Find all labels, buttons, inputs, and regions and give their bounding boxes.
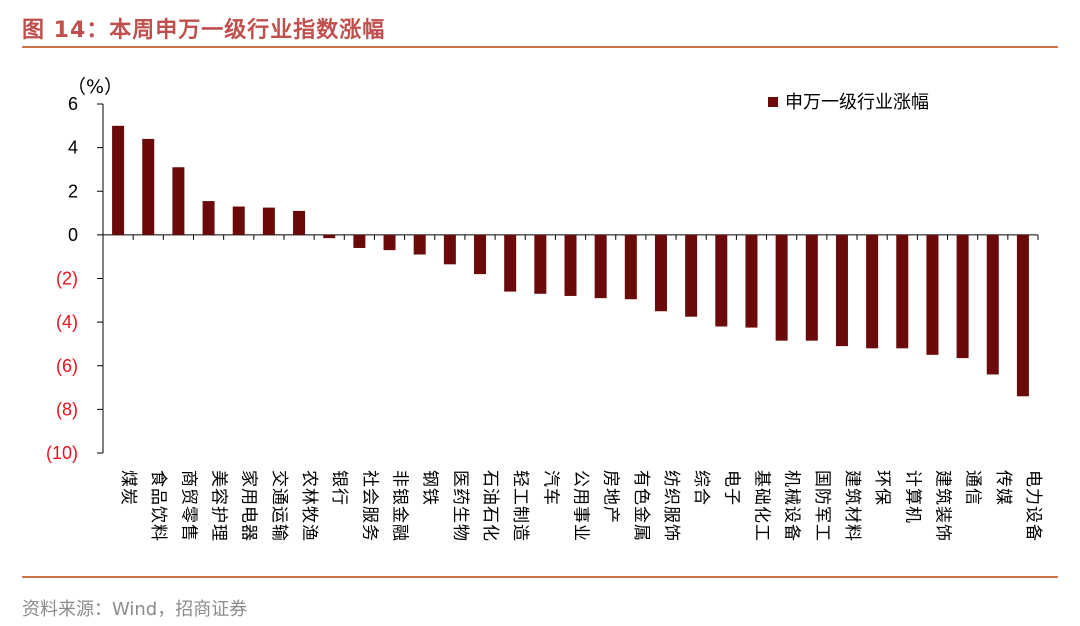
bar-建筑装饰: [926, 234, 939, 355]
x-tick-label: 机械设备: [782, 470, 802, 542]
bottom-divider: [22, 576, 1058, 578]
x-tick-label: 农林牧渔: [299, 470, 319, 542]
x-tick-label: 传媒: [993, 470, 1013, 506]
bar-轻工制造: [504, 234, 517, 292]
x-tick-label: 国防军工: [812, 470, 832, 542]
y-tick-label: (6): [56, 356, 78, 376]
y-tick-label: 4: [68, 138, 78, 158]
bar-交通运输: [262, 207, 275, 235]
legend-label: 申万一级行业涨幅: [785, 92, 929, 113]
x-tick-label: 社会服务: [359, 470, 379, 542]
x-tick-label: 建筑材料: [842, 470, 862, 542]
bar-商贸零售: [172, 167, 185, 235]
x-tick-label: 有色金属: [631, 470, 651, 542]
y-tick-label: (4): [56, 312, 78, 332]
x-tick-label: 环保: [872, 470, 892, 506]
bar-农林牧渔: [293, 210, 306, 235]
x-tick-label: 钢铁: [420, 470, 440, 506]
bar-series: [112, 125, 1029, 397]
bar-医药生物: [443, 234, 456, 265]
x-tick-label: 非银金融: [390, 470, 410, 542]
bar-通信: [956, 234, 969, 359]
bar-美容护理: [202, 201, 215, 235]
x-tick-label: 家用电器: [239, 470, 259, 542]
bar-钢铁: [413, 234, 426, 255]
bar-银行: [323, 234, 336, 239]
bar-有色金属: [624, 234, 637, 300]
x-tick-label: 房地产: [601, 470, 621, 524]
bar-chart: （%） 6 4 2 0 (2) (4) (6) (8) (10) 煤炭 食品饮料 商贸零售 美容护理家…: [46, 76, 1043, 542]
y-tick-labels: 6 4 2 0 (2) (4) (6) (8) (10): [46, 94, 78, 463]
x-tick-label: 美容护理: [209, 470, 229, 542]
y-tick-label: 6: [68, 94, 78, 114]
source-note: 资料来源：Wind，招商证券: [22, 599, 248, 620]
x-tick-label: 汽车: [540, 470, 560, 506]
bar-环保: [866, 234, 879, 349]
x-tick-label: 纺织服饰: [661, 470, 681, 542]
bar-电力设备: [1016, 234, 1029, 397]
bar-非银金融: [383, 234, 396, 251]
figure-title: 图 14：本周申万一级行业指数涨幅: [22, 18, 386, 43]
x-tick-labels: 煤炭 食品饮料 商贸零售 美容护理 家用电器 交通运输 农林牧渔 银行 社会服务 非银金融 钢铁 医药…: [118, 470, 1043, 542]
bar-家用电器: [232, 206, 245, 235]
bar-房地产: [594, 234, 607, 299]
legend-swatch: [768, 97, 778, 107]
bar-食品饮料: [142, 138, 155, 235]
x-tick-label: 基础化工: [751, 470, 771, 542]
y-tick-label: (2): [56, 269, 78, 289]
bar-国防军工: [805, 234, 818, 341]
x-tick-label: 商贸零售: [178, 470, 198, 542]
x-tick-label: 电力设备: [1023, 470, 1043, 542]
x-tick-label: 医药生物: [450, 470, 470, 542]
y-tick-label: (10): [46, 443, 78, 463]
x-tick-label: 计算机: [902, 470, 922, 524]
x-tick-label: 交通运输: [269, 470, 289, 542]
bar-纺织服饰: [654, 234, 667, 312]
bar-机械设备: [775, 234, 788, 341]
bar-计算机: [896, 234, 909, 349]
bar-综合: [685, 234, 698, 317]
bar-石油石化: [474, 234, 487, 275]
bar-基础化工: [745, 234, 758, 328]
y-tick-label: 2: [68, 181, 78, 201]
x-tick-label: 综合: [691, 470, 711, 506]
bar-建筑材料: [835, 234, 848, 347]
y-axis-unit-label: （%）: [67, 76, 123, 98]
x-tick-label: 电子: [721, 470, 741, 506]
x-tick-label: 轻工制造: [510, 470, 530, 542]
x-tick-label: 石油石化: [480, 470, 500, 542]
bar-汽车: [534, 234, 547, 294]
bar-社会服务: [353, 234, 366, 248]
y-tick-label: 0: [68, 225, 78, 245]
y-tick-label: (8): [56, 399, 78, 419]
bar-传媒: [986, 234, 999, 375]
legend: 申万一级行业涨幅: [768, 92, 929, 113]
top-divider: [22, 46, 1058, 48]
x-tick-label: 银行: [329, 470, 349, 506]
x-tick-label: 公用事业: [571, 470, 591, 542]
bar-煤炭: [112, 125, 125, 235]
x-tick-label: 建筑装饰: [932, 470, 952, 542]
x-tick-label: 煤炭: [118, 470, 138, 506]
bar-电子: [715, 234, 728, 327]
bar-公用事业: [564, 234, 577, 296]
x-tick-label: 通信: [963, 470, 983, 506]
x-tick-label: 食品饮料: [148, 470, 168, 542]
